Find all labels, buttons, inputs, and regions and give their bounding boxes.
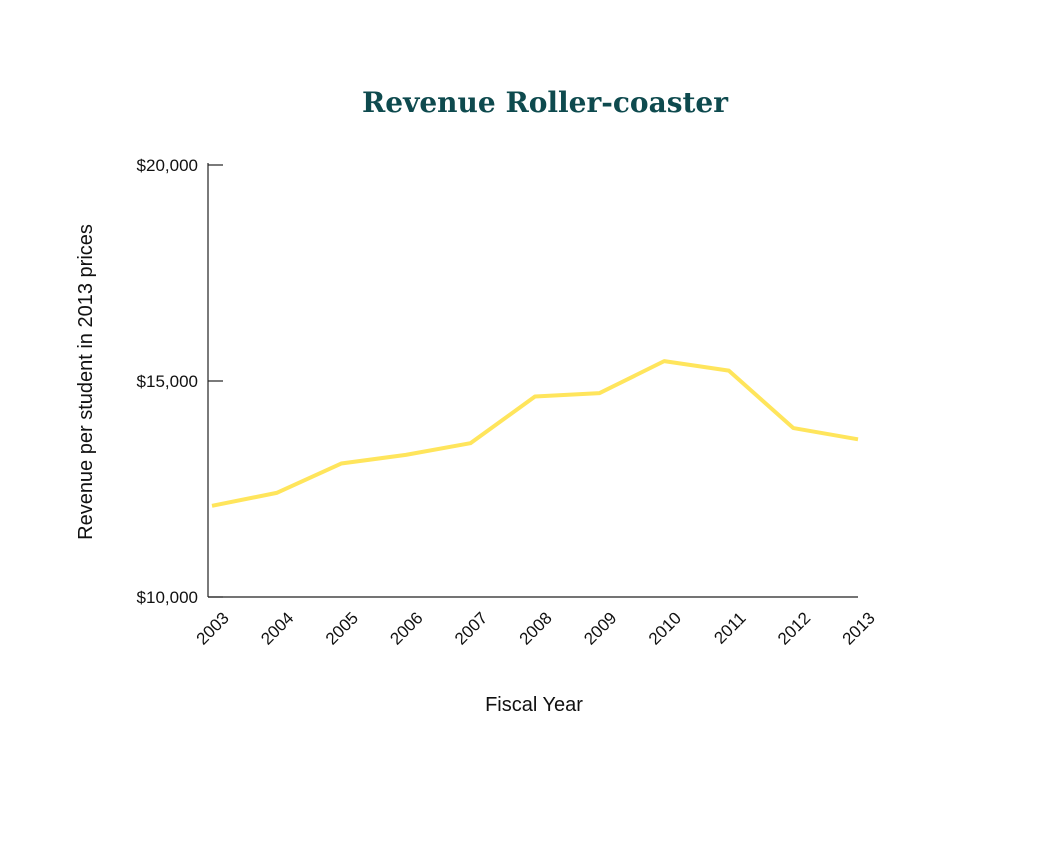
y-tick-label: $15,000 (137, 372, 198, 391)
x-tick-label: 2013 (839, 608, 879, 648)
x-tick-label: 2012 (774, 608, 814, 648)
x-tick-label: 2007 (451, 608, 491, 648)
axes (207, 163, 858, 598)
x-tick-label: 2006 (386, 608, 426, 648)
x-tick-label: 2004 (257, 608, 297, 648)
series-line (211, 359, 859, 508)
x-tick-label: 2010 (645, 608, 685, 648)
y-tick-label: $20,000 (137, 156, 198, 175)
y-axis-label: Revenue per student in 2013 prices (75, 224, 97, 540)
x-tick-label: 2011 (710, 608, 749, 647)
x-tick-label: 2008 (516, 608, 556, 648)
x-axis-label: Fiscal Year (485, 694, 583, 716)
x-ticks: 2003 2004 2005 2006 2007 2008 2009 2010 2011 2012… (193, 608, 879, 648)
y-ticks: $10,000 $15,000 $20,000 (137, 156, 223, 607)
chart-title: Revenue Roller-coaster (362, 86, 729, 119)
series (211, 359, 859, 508)
x-tick-label: 2009 (580, 608, 620, 648)
x-tick-label: 2005 (322, 608, 362, 648)
y-tick-label: $10,000 (137, 588, 198, 607)
x-tick-label: 2003 (193, 608, 233, 648)
